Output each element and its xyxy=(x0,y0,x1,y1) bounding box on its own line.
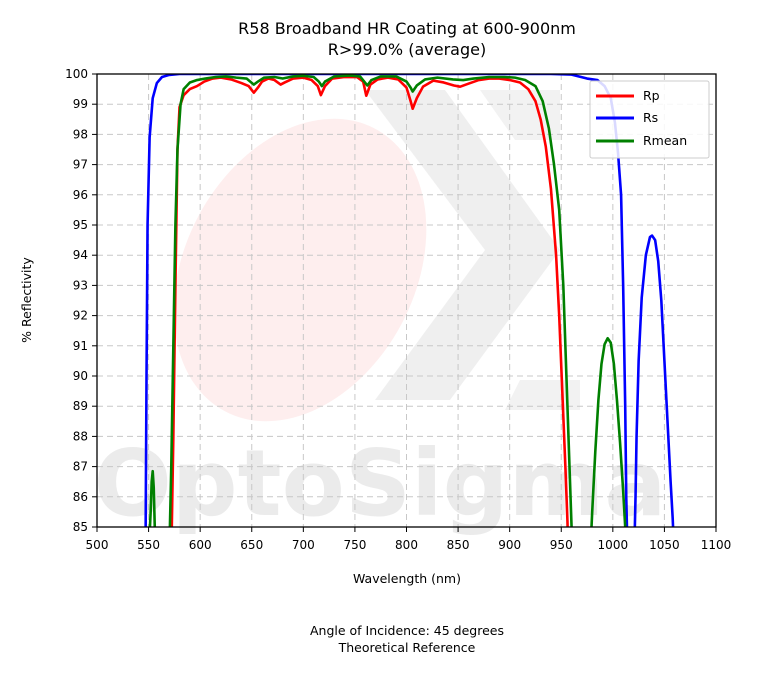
y-tick-label: 99 xyxy=(73,97,88,111)
y-tick-label: 89 xyxy=(73,399,88,413)
y-tick-label: 93 xyxy=(73,278,88,292)
y-tick-label: 90 xyxy=(73,369,88,383)
y-tick-label: 100 xyxy=(65,67,88,81)
x-tick-label: 500 xyxy=(86,538,109,552)
legend-box xyxy=(589,80,710,159)
footer-angle-of-incidence: Angle of Incidence: 45 degrees xyxy=(310,623,504,638)
footer-theoretical-reference: Theoretical Reference xyxy=(338,640,476,655)
series-layer xyxy=(144,74,675,527)
x-tick-label: 950 xyxy=(550,538,573,552)
y-axis-label: % Reflectivity xyxy=(19,257,34,343)
series-line-rs xyxy=(144,74,675,527)
y-tick-label: 85 xyxy=(73,520,88,534)
y-tick-label: 87 xyxy=(73,460,88,474)
y-tick-label: 98 xyxy=(73,127,88,141)
x-axis-label: Wavelength (nm) xyxy=(353,571,461,586)
x-tick-label: 800 xyxy=(395,538,418,552)
y-tick-label: 92 xyxy=(73,309,88,323)
y-tick-label: 86 xyxy=(73,490,88,504)
legend-label-rp: Rp xyxy=(643,88,660,103)
watermark-logo xyxy=(173,90,580,422)
x-tick-label: 650 xyxy=(240,538,263,552)
legend: Rp Rs Rmean xyxy=(589,80,710,159)
y-tick-label: 91 xyxy=(73,339,88,353)
y-tick-label: 97 xyxy=(73,158,88,172)
chart-subtitle: R>99.0% (average) xyxy=(328,40,486,59)
y-tick-label: 88 xyxy=(73,429,88,443)
x-tick-label: 750 xyxy=(343,538,366,552)
x-tick-label: 900 xyxy=(498,538,521,552)
axis-ticks: 500 550 600 650 700 750 800 850 900 950 1000 1050 11… xyxy=(65,67,731,552)
x-tick-label: 600 xyxy=(189,538,212,552)
y-tick-label: 96 xyxy=(73,188,88,202)
x-tick-label: 850 xyxy=(447,538,470,552)
legend-label-rmean: Rmean xyxy=(643,133,687,148)
x-tick-label: 1050 xyxy=(649,538,680,552)
x-tick-label: 700 xyxy=(292,538,315,552)
legend-label-rs: Rs xyxy=(643,110,658,125)
series-line-rmean xyxy=(148,74,627,527)
grid-lines xyxy=(97,74,716,527)
chart-title: R58 Broadband HR Coating at 600-900nm xyxy=(238,19,576,38)
x-tick-label: 1000 xyxy=(598,538,629,552)
x-tick-label: 550 xyxy=(137,538,160,552)
series-line-rp xyxy=(170,75,569,527)
x-tick-label: 1100 xyxy=(701,538,732,552)
watermark-text: OptoSigma xyxy=(94,430,667,537)
y-tick-label: 94 xyxy=(73,248,88,262)
y-tick-label: 95 xyxy=(73,218,88,232)
